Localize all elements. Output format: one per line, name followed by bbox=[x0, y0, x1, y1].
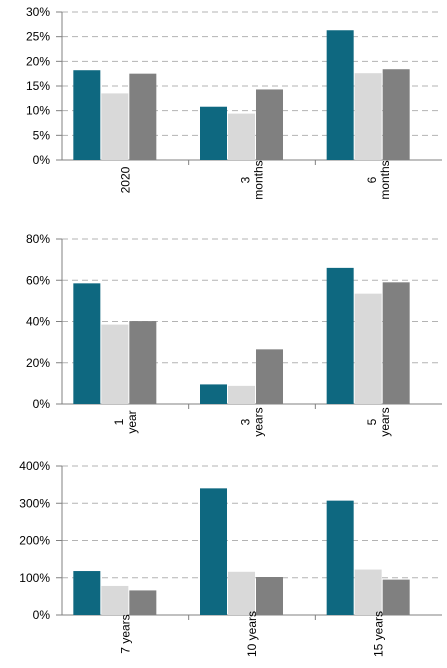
chart-3: 0% 100% 200% 300% 400% 7 years 10 years 15 year… bbox=[19, 459, 442, 657]
y-tick-label: 20% bbox=[26, 54, 50, 68]
y-tick-label: 60% bbox=[26, 273, 50, 287]
bar-series-3-cat-1 bbox=[129, 321, 157, 404]
y-tick-label: 400% bbox=[19, 459, 50, 473]
x-category-label-line: years bbox=[252, 407, 266, 436]
x-category-label-line: 2020 bbox=[118, 166, 132, 193]
bar-series-3-cat-2 bbox=[256, 89, 283, 160]
chart-2: 0%20%40%60%80%1year 3years 5years bbox=[26, 232, 442, 437]
bar-series-1-cat-3 bbox=[326, 30, 354, 161]
x-category-label-line: months bbox=[378, 160, 392, 199]
x-category-label-line: 3 bbox=[239, 176, 253, 183]
bar-series-3-cat-1 bbox=[129, 590, 157, 615]
bar-series-2-cat-2 bbox=[228, 113, 255, 160]
bar-series-1-cat-2 bbox=[200, 384, 227, 404]
y-tick-label: 100% bbox=[19, 571, 50, 585]
bar-series-1-cat-1 bbox=[73, 571, 101, 615]
bar-series-1-cat-3 bbox=[326, 500, 354, 615]
y-tick-label: 30% bbox=[26, 5, 50, 19]
bar-series-3-cat-3 bbox=[382, 282, 410, 404]
x-category-label: 5years bbox=[365, 407, 392, 436]
bar-series-1-cat-3 bbox=[326, 267, 354, 404]
y-tick-label: 200% bbox=[19, 534, 50, 548]
y-tick-label: 25% bbox=[26, 30, 50, 44]
x-category-label-line: 5 bbox=[365, 418, 379, 425]
bar-series-3-cat-2 bbox=[256, 349, 283, 404]
y-tick-label: 0% bbox=[33, 608, 51, 622]
bar-series-3-cat-3 bbox=[382, 579, 410, 615]
y-tick-label: 5% bbox=[33, 128, 51, 142]
x-category-label: 7 years bbox=[118, 614, 132, 653]
x-category-label-line: 15 years bbox=[372, 611, 386, 657]
bar-series-2-cat-1 bbox=[101, 93, 129, 160]
x-category-label: 1year bbox=[112, 410, 139, 433]
bar-series-3-cat-2 bbox=[256, 577, 283, 615]
x-category-label: 2020 bbox=[118, 166, 132, 193]
y-tick-label: 80% bbox=[26, 232, 50, 246]
x-category-label: 3months bbox=[239, 160, 266, 199]
bar-series-3-cat-1 bbox=[129, 73, 157, 160]
bar-series-1-cat-2 bbox=[200, 488, 227, 615]
y-tick-label: 300% bbox=[19, 496, 50, 510]
bar-series-2-cat-1 bbox=[101, 324, 129, 404]
y-tick-label: 15% bbox=[26, 79, 50, 93]
bar-series-1-cat-1 bbox=[73, 70, 101, 160]
bar-series-1-cat-1 bbox=[73, 283, 101, 404]
bar-series-2-cat-2 bbox=[228, 571, 255, 615]
x-category-label: 10 years bbox=[245, 611, 259, 657]
y-tick-label: 20% bbox=[26, 356, 50, 370]
y-tick-label: 0% bbox=[33, 153, 51, 167]
x-category-label-line: 10 years bbox=[245, 611, 259, 657]
bar-series-2-cat-3 bbox=[354, 73, 382, 160]
x-category-label: 6months bbox=[365, 160, 392, 199]
y-tick-label: 10% bbox=[26, 104, 50, 118]
bar-series-1-cat-2 bbox=[200, 106, 227, 160]
bar-series-2-cat-3 bbox=[354, 569, 382, 615]
x-category-label: 3years bbox=[239, 407, 266, 436]
x-category-label-line: 6 bbox=[365, 176, 379, 183]
x-category-label-line: months bbox=[252, 160, 266, 199]
bar-series-2-cat-3 bbox=[354, 293, 382, 404]
x-category-label-line: 3 bbox=[239, 418, 253, 425]
x-category-label-line: 7 years bbox=[118, 614, 132, 653]
chart-1: 0%5%10%15%20%25%30%2020 3months 6months bbox=[26, 5, 442, 200]
bar-series-2-cat-1 bbox=[101, 585, 129, 615]
y-tick-label: 0% bbox=[33, 397, 51, 411]
y-tick-label: 40% bbox=[26, 315, 50, 329]
x-category-label-line: 1 bbox=[112, 418, 126, 425]
x-category-label-line: years bbox=[378, 407, 392, 436]
x-category-label-line: year bbox=[125, 410, 139, 433]
x-category-label: 15 years bbox=[372, 611, 386, 657]
bar-series-2-cat-2 bbox=[228, 385, 255, 404]
bar-series-3-cat-3 bbox=[382, 69, 410, 160]
